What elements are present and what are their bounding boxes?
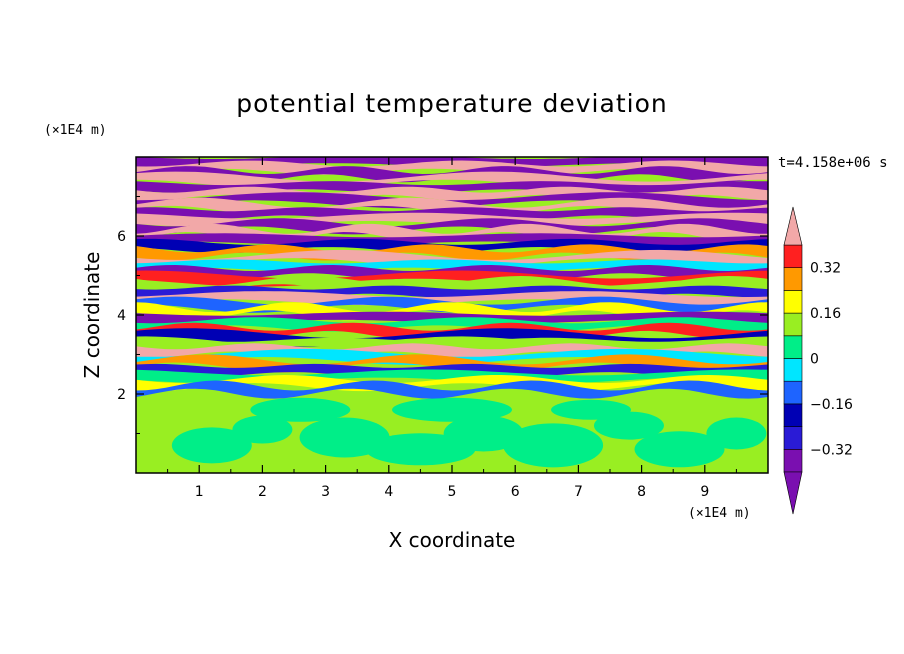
colorbar-segment xyxy=(783,358,803,382)
y-tick-label: 4 xyxy=(117,308,126,324)
x-axis-label: X coordinate xyxy=(389,528,516,552)
y-tick-label: 6 xyxy=(117,229,126,245)
contour-band xyxy=(136,207,768,220)
x-axis: 1 2 3 4 5 6 7 8 9 xyxy=(167,157,737,500)
contour-band xyxy=(136,375,768,392)
x-unit-label: (×1E4 m) xyxy=(688,506,751,521)
contour-field xyxy=(136,157,768,473)
colorbar-label: 0.32 xyxy=(810,261,841,277)
colorbar-segment xyxy=(783,448,803,473)
field-blob xyxy=(551,399,632,420)
contour-band xyxy=(136,317,768,332)
contour-band xyxy=(136,380,768,399)
colorbar-segment xyxy=(783,290,803,314)
x-tick-label: 7 xyxy=(574,484,583,500)
upper-layer-bands xyxy=(136,157,768,399)
contour-band xyxy=(136,192,768,209)
field-blob xyxy=(392,397,512,422)
lower-layer-blobs xyxy=(171,397,767,468)
field-blob xyxy=(232,415,293,444)
colorbar-label: −0.16 xyxy=(810,397,853,413)
y-axis: 2 4 6 xyxy=(117,196,768,434)
contour-band xyxy=(136,302,768,321)
colorbar-segment xyxy=(783,426,803,450)
y-tick-label: 2 xyxy=(117,387,126,403)
colorbar-label: 0 xyxy=(810,352,819,368)
contour-band xyxy=(136,160,768,175)
colorbar-label: 0.16 xyxy=(810,306,841,322)
colorbar-label: −0.32 xyxy=(810,442,853,458)
colorbar-segment xyxy=(783,380,803,405)
colorbar-segment xyxy=(783,335,803,359)
x-tick-label: 1 xyxy=(195,484,204,500)
x-tick-label: 5 xyxy=(448,484,457,500)
field-blob xyxy=(250,397,351,422)
x-tick-label: 4 xyxy=(384,484,393,500)
field-blob xyxy=(634,431,725,468)
contour-band xyxy=(136,218,768,235)
y-axis-label: Z coordinate xyxy=(80,252,104,379)
field-blob xyxy=(503,423,604,468)
chart-title: potential temperature deviation xyxy=(236,89,667,118)
y-unit-label: (×1E4 m) xyxy=(44,123,107,138)
colorbar-segment xyxy=(783,312,803,337)
x-tick-label: 9 xyxy=(700,484,709,500)
contour-band xyxy=(136,181,768,194)
x-tick-label: 3 xyxy=(321,484,330,500)
field-blob xyxy=(706,417,767,450)
time-label: t=4.158e+06 s xyxy=(778,155,888,171)
x-tick-label: 8 xyxy=(637,484,646,500)
colorbar: 0.32 0.16 0 −0.16 −0.32 xyxy=(783,206,853,515)
x-tick-label: 2 xyxy=(258,484,267,500)
colorbar-segment xyxy=(783,267,803,291)
field-blob xyxy=(593,411,664,440)
colorbar-extend-max xyxy=(783,206,803,246)
colorbar-segment xyxy=(783,244,803,269)
field-blob xyxy=(171,427,252,464)
x-tick-label: 6 xyxy=(511,484,520,500)
colorbar-extend-min xyxy=(783,471,803,515)
contour-band xyxy=(136,249,768,269)
colorbar-segment xyxy=(783,403,803,427)
